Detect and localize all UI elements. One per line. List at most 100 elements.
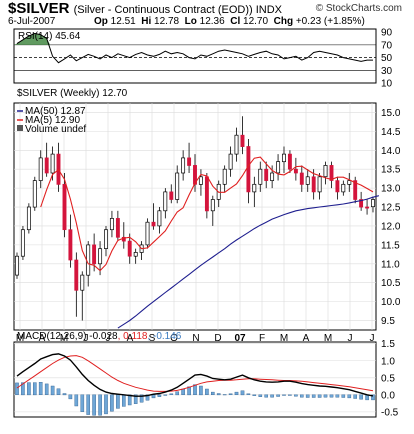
high-label: Hi [141,16,152,27]
x-axis-tick-label: M [60,333,68,344]
macd-histogram-bar [92,394,96,416]
x-axis-tick-label: J [84,333,89,344]
x-axis-tick-label: M [280,333,288,344]
candle-up [347,180,352,185]
candle-up [341,183,346,193]
candle-down [311,176,316,193]
candle-down [246,146,251,193]
macd-histogram-bar [329,394,334,398]
macd-histogram-bar [44,383,49,395]
macd-histogram-bar [163,394,168,396]
rsi-tick-label: 30 [381,66,393,77]
price-tick-label: 15.0 [381,108,401,119]
candle-up [50,153,55,174]
candle-down [68,229,73,261]
macd-histogram-bar [335,394,340,398]
macd-tick-label: -0.5 [381,407,399,418]
price-legend-entry: MA(5) 12.90 [25,115,80,126]
candle-up [198,176,203,185]
macd-histogram-bar [371,394,375,401]
macd-histogram-bar [222,394,227,396]
x-axis-tick-label: F [259,333,265,344]
rsi-tick-label: 90 [381,28,393,39]
candle-down [287,153,292,170]
macd-signal-line [16,355,374,392]
candle-down [74,259,79,291]
price-tick-label: 9.5 [381,316,395,327]
high-value: 12.78 [154,16,180,27]
candle-up [38,157,43,181]
macd-histogram-bar [68,394,73,400]
candle-up [32,180,37,208]
macd-histogram-bar [323,394,328,398]
macd-histogram-bar [359,394,363,400]
chart-header: $SILVER (Silver - Continuous Contract (E… [0,0,414,28]
x-axis-tick-label: M [16,333,24,344]
macd-histogram-bar [56,388,61,396]
macd-histogram-bar [282,394,286,396]
macd-histogram-bar [181,388,185,396]
macd-histogram-bar [276,394,280,397]
x-axis-tick-label: 07 [234,333,246,344]
macd-histogram-bar [347,394,352,399]
candle-up [258,168,263,185]
macd-histogram-bar [157,394,162,397]
candle-up [157,210,162,227]
macd-histogram-bar [353,394,358,399]
price-panel-frame [13,102,377,331]
candle-up [104,229,108,249]
candle-down [204,176,209,212]
macd-histogram-bar [27,382,31,396]
x-axis-tick-label: A [303,333,310,344]
macd-histogram-bar [133,394,138,404]
macd-histogram-bar [80,394,85,412]
brand-label: © StockCharts.com [315,3,402,14]
candle-up [371,199,375,208]
macd-histogram-bar [216,393,221,396]
macd-histogram-bar [33,382,37,396]
symbol-line: $SILVER (Silver - Continuous Contract (E… [8,0,282,17]
macd-panel-frame [13,341,377,418]
low-label: Lo [184,16,197,27]
candle-up [145,221,150,246]
candle-up [305,176,310,185]
macd-histogram-bar [246,393,251,395]
price-tick-label: 14.5 [381,127,401,138]
candle-down [44,157,49,174]
low-value: 12.36 [199,16,225,27]
candle-up [26,206,31,231]
price-tick-label: 10.0 [381,297,401,308]
x-axis-tick-label: S [149,333,156,344]
candle-down [62,183,67,231]
ohlc-readout: Op 12.51 Hi 12.78 Lo 12.36 Cl 12.70 Chg … [94,16,365,27]
candle-up [222,168,227,185]
macd-histogram-bar [187,386,191,396]
price-tick-label: 13.5 [381,165,401,176]
x-axis-tick-label: O [170,333,178,344]
candle-down [92,244,97,265]
macd-tick-label: 0.0 [381,390,395,401]
rsi-tick-label: 70 [381,40,393,51]
macd-histogram-bar [169,393,174,395]
macd-histogram-bar [62,393,67,396]
change-label: Chg [273,16,294,27]
macd-histogram-bar [199,385,203,396]
candle-up [210,199,215,212]
candle-up [270,172,275,181]
candle-up [163,191,168,212]
change-value: +0.23 (+1.85%) [295,16,365,27]
price-panel-title: $SILVER (Weekly) 12.70 [17,88,128,99]
symbol-description: (Silver - Continuous Contract (EOD)) IND… [73,4,283,16]
macd-histogram-bar [98,394,102,416]
candle-up [282,153,286,163]
price-tick-label: 13.0 [381,184,401,195]
macd-histogram-bar [305,394,310,398]
candle-up [20,229,25,257]
macd-histogram-bar [240,390,245,396]
candle-down [115,218,120,238]
candle-up [228,153,233,170]
macd-histogram-bar [193,384,197,396]
macd-histogram-bar [258,394,263,397]
macd-histogram-bar [317,394,322,398]
macd-histogram-bar [264,394,269,398]
